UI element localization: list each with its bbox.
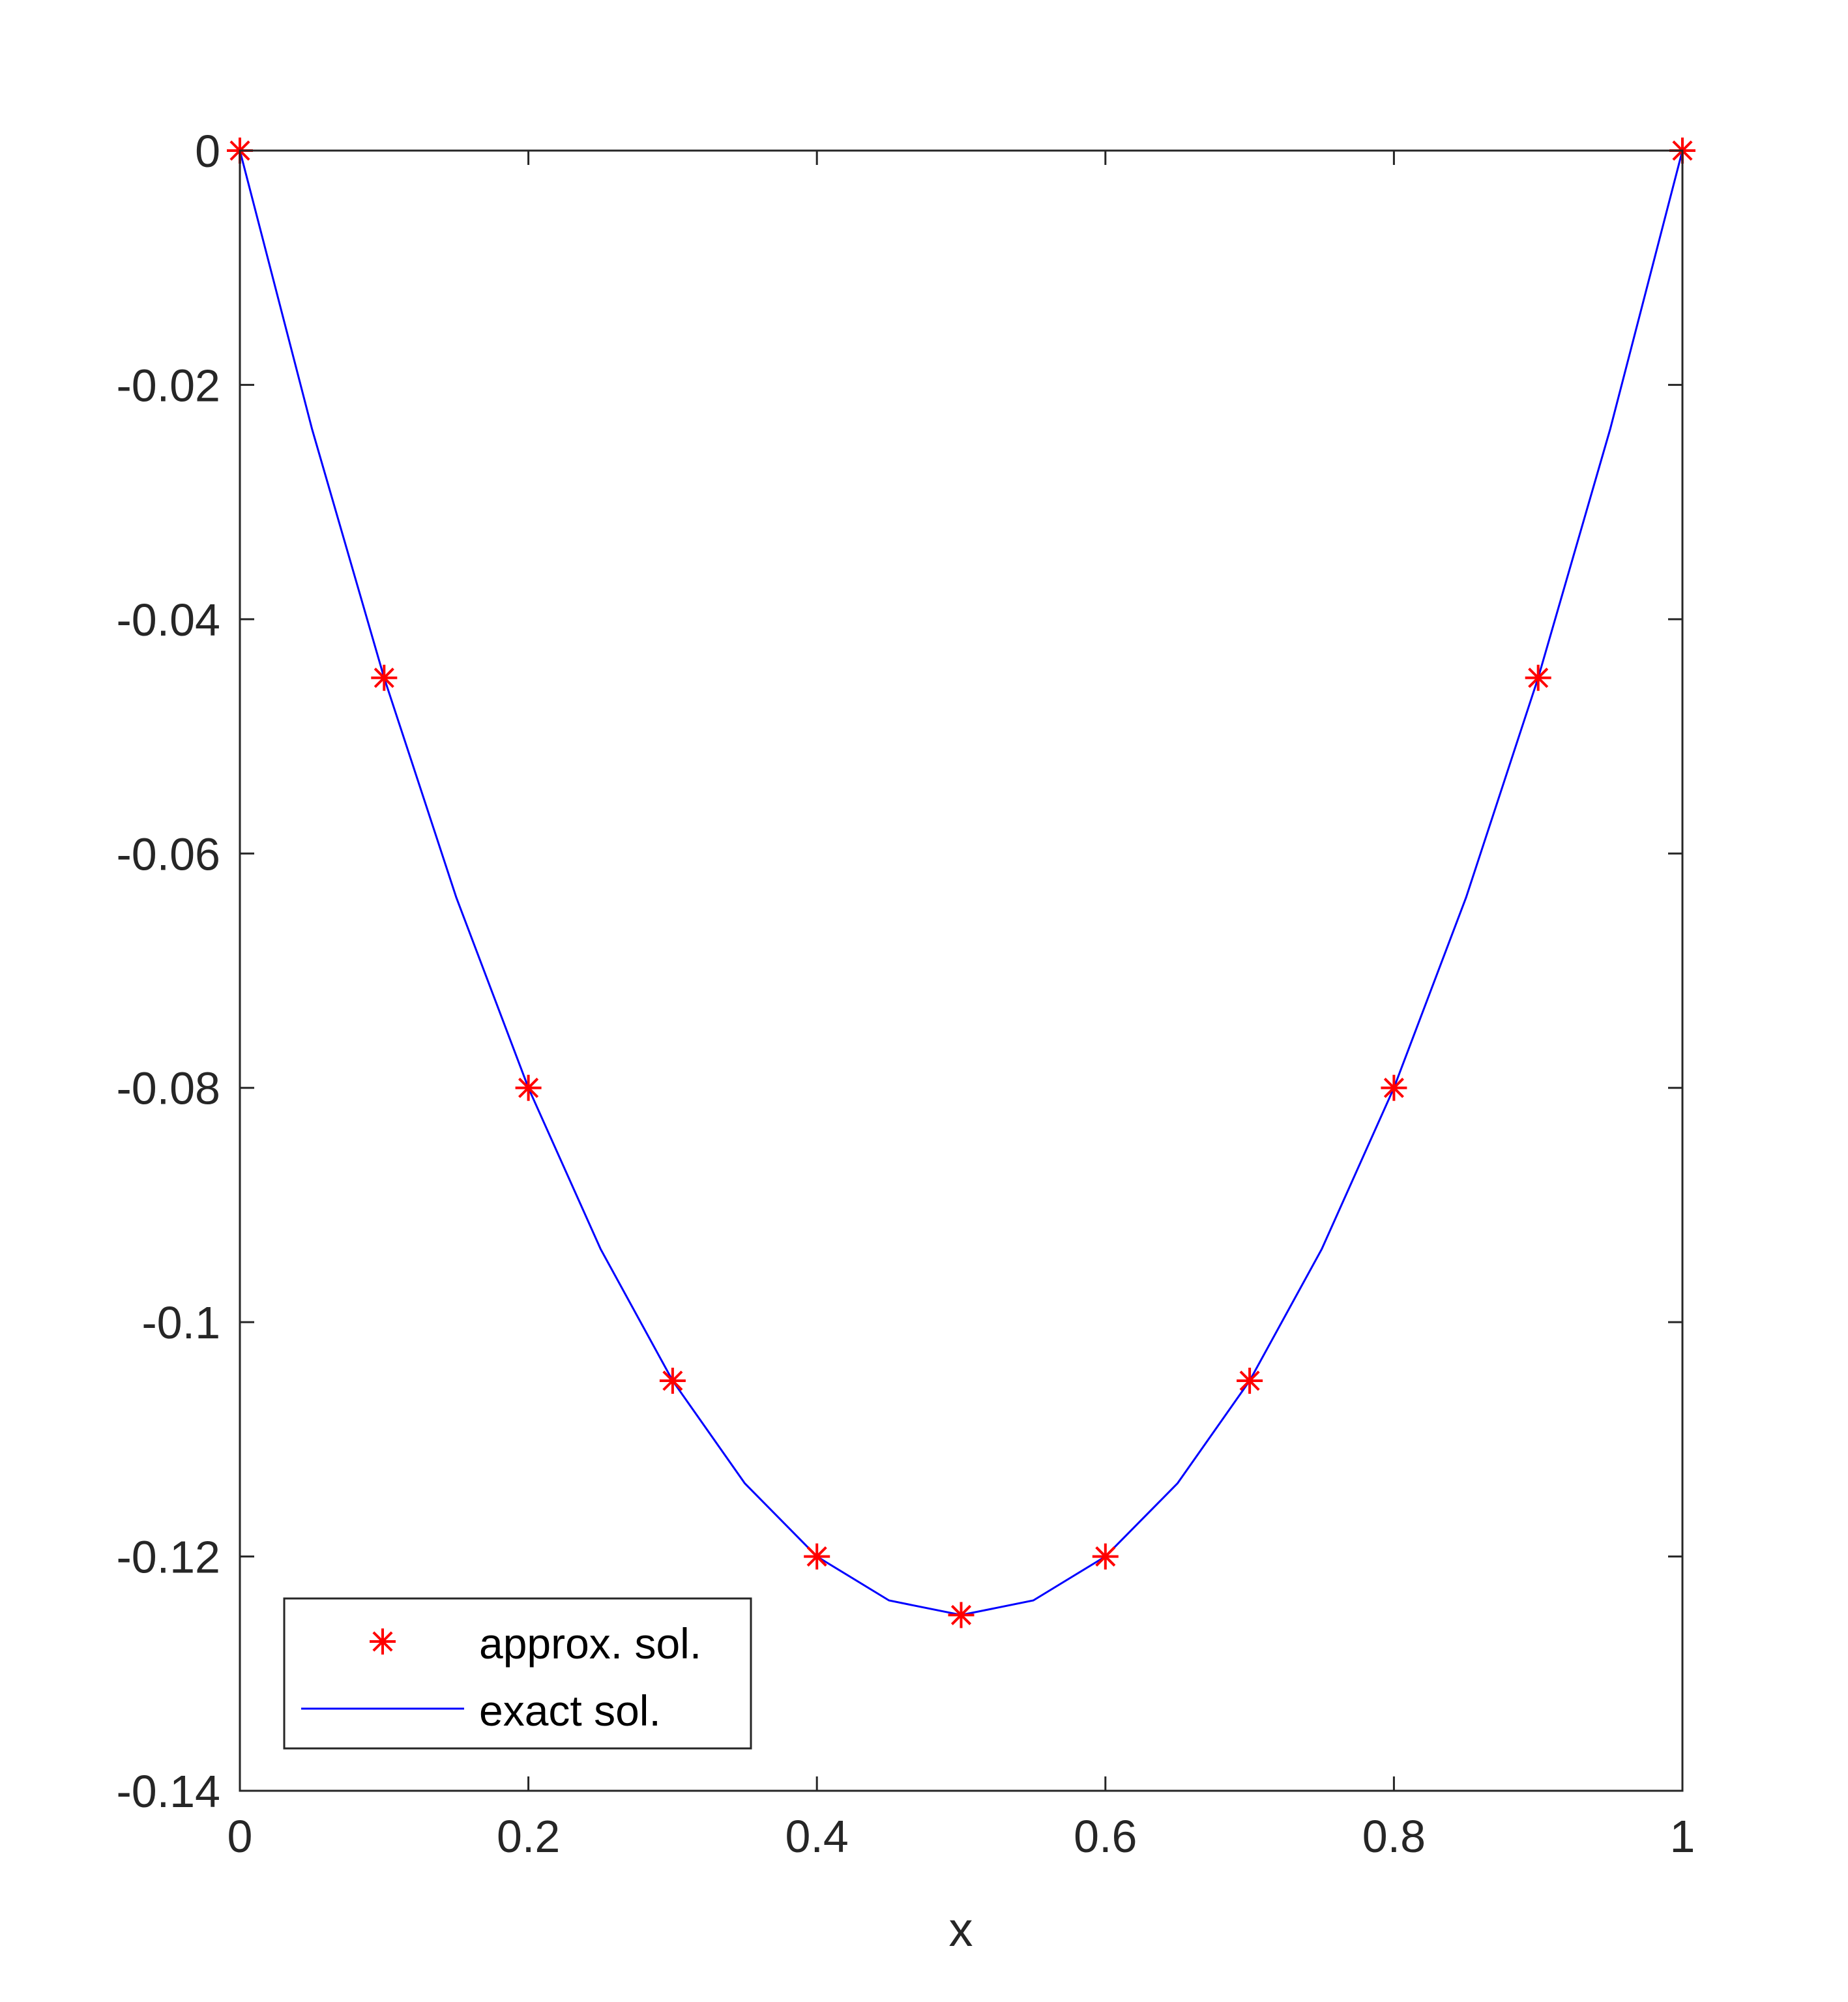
series-layer [227,138,1695,1628]
x-axis-label: x [949,1902,973,1956]
legend-asterisk-icon [370,1628,396,1655]
approx-solution-point [1092,1543,1119,1570]
approx-solution-point [1525,664,1551,691]
x-tick-label: 0.8 [1362,1811,1426,1862]
y-tick-label: -0.1 [141,1297,220,1348]
approx-solution-point [1237,1368,1263,1394]
y-tick-label: -0.02 [116,360,220,411]
y-tick-label: -0.12 [116,1532,220,1583]
x-tick-label: 0.2 [497,1811,560,1862]
approx-solution-point [948,1602,975,1628]
plot-frame [239,149,1684,1792]
approx-solution-point [371,664,398,691]
legend-marker-approx [370,1628,396,1655]
x-tick-label: 0.4 [785,1811,849,1862]
legend-box [283,1597,752,1750]
ticks-layer: 0 0.2 0.4 0.6 0.8 1 0 -0.02 -0.04 -0.06 -0.08 -0.1 -… [116,126,1695,1862]
approx-solution-point [515,1074,542,1101]
y-tick-label: -0.04 [116,595,220,645]
x-tick-label: 0 [227,1811,253,1862]
legend-label-approx: approx. sol. [479,1619,701,1668]
y-tick-label: -0.08 [116,1063,220,1114]
x-tick-label: 0.6 [1074,1811,1137,1862]
approx-solution-point [1381,1074,1407,1101]
legend: approx. sol. exact sol. [283,1597,752,1750]
approx-solution-point [804,1543,830,1570]
plot-background [240,151,1682,1791]
y-tick-label: -0.14 [116,1766,220,1817]
legend-label-exact: exact sol. [479,1686,661,1735]
y-tick-label: 0 [195,126,220,177]
x-tick-label: 1 [1670,1811,1695,1862]
y-tick-label: -0.06 [116,829,220,879]
approx-solution-point [659,1368,686,1394]
